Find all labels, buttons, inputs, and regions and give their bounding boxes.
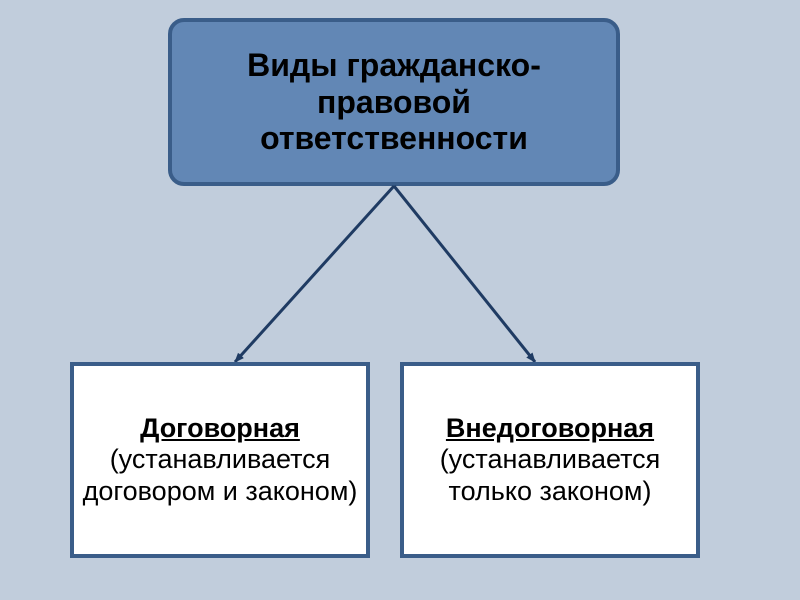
- left-child-subtitle: (устанавливается договором и законом): [83, 444, 358, 505]
- root-node-text: Виды гражданско-правовой ответственности: [186, 47, 602, 157]
- left-child-title: Договорная: [140, 413, 300, 443]
- left-child-node: Договорная (устанавливается договором и …: [70, 362, 370, 558]
- edge-right: [394, 186, 535, 362]
- root-node: Виды гражданско-правовой ответственности: [168, 18, 620, 186]
- edge-left: [235, 186, 394, 362]
- right-child-node: Внедоговорная (устанавливается только за…: [400, 362, 700, 558]
- right-child-subtitle: (устанавливается только законом): [440, 444, 661, 505]
- right-child-title: Внедоговорная: [446, 413, 654, 443]
